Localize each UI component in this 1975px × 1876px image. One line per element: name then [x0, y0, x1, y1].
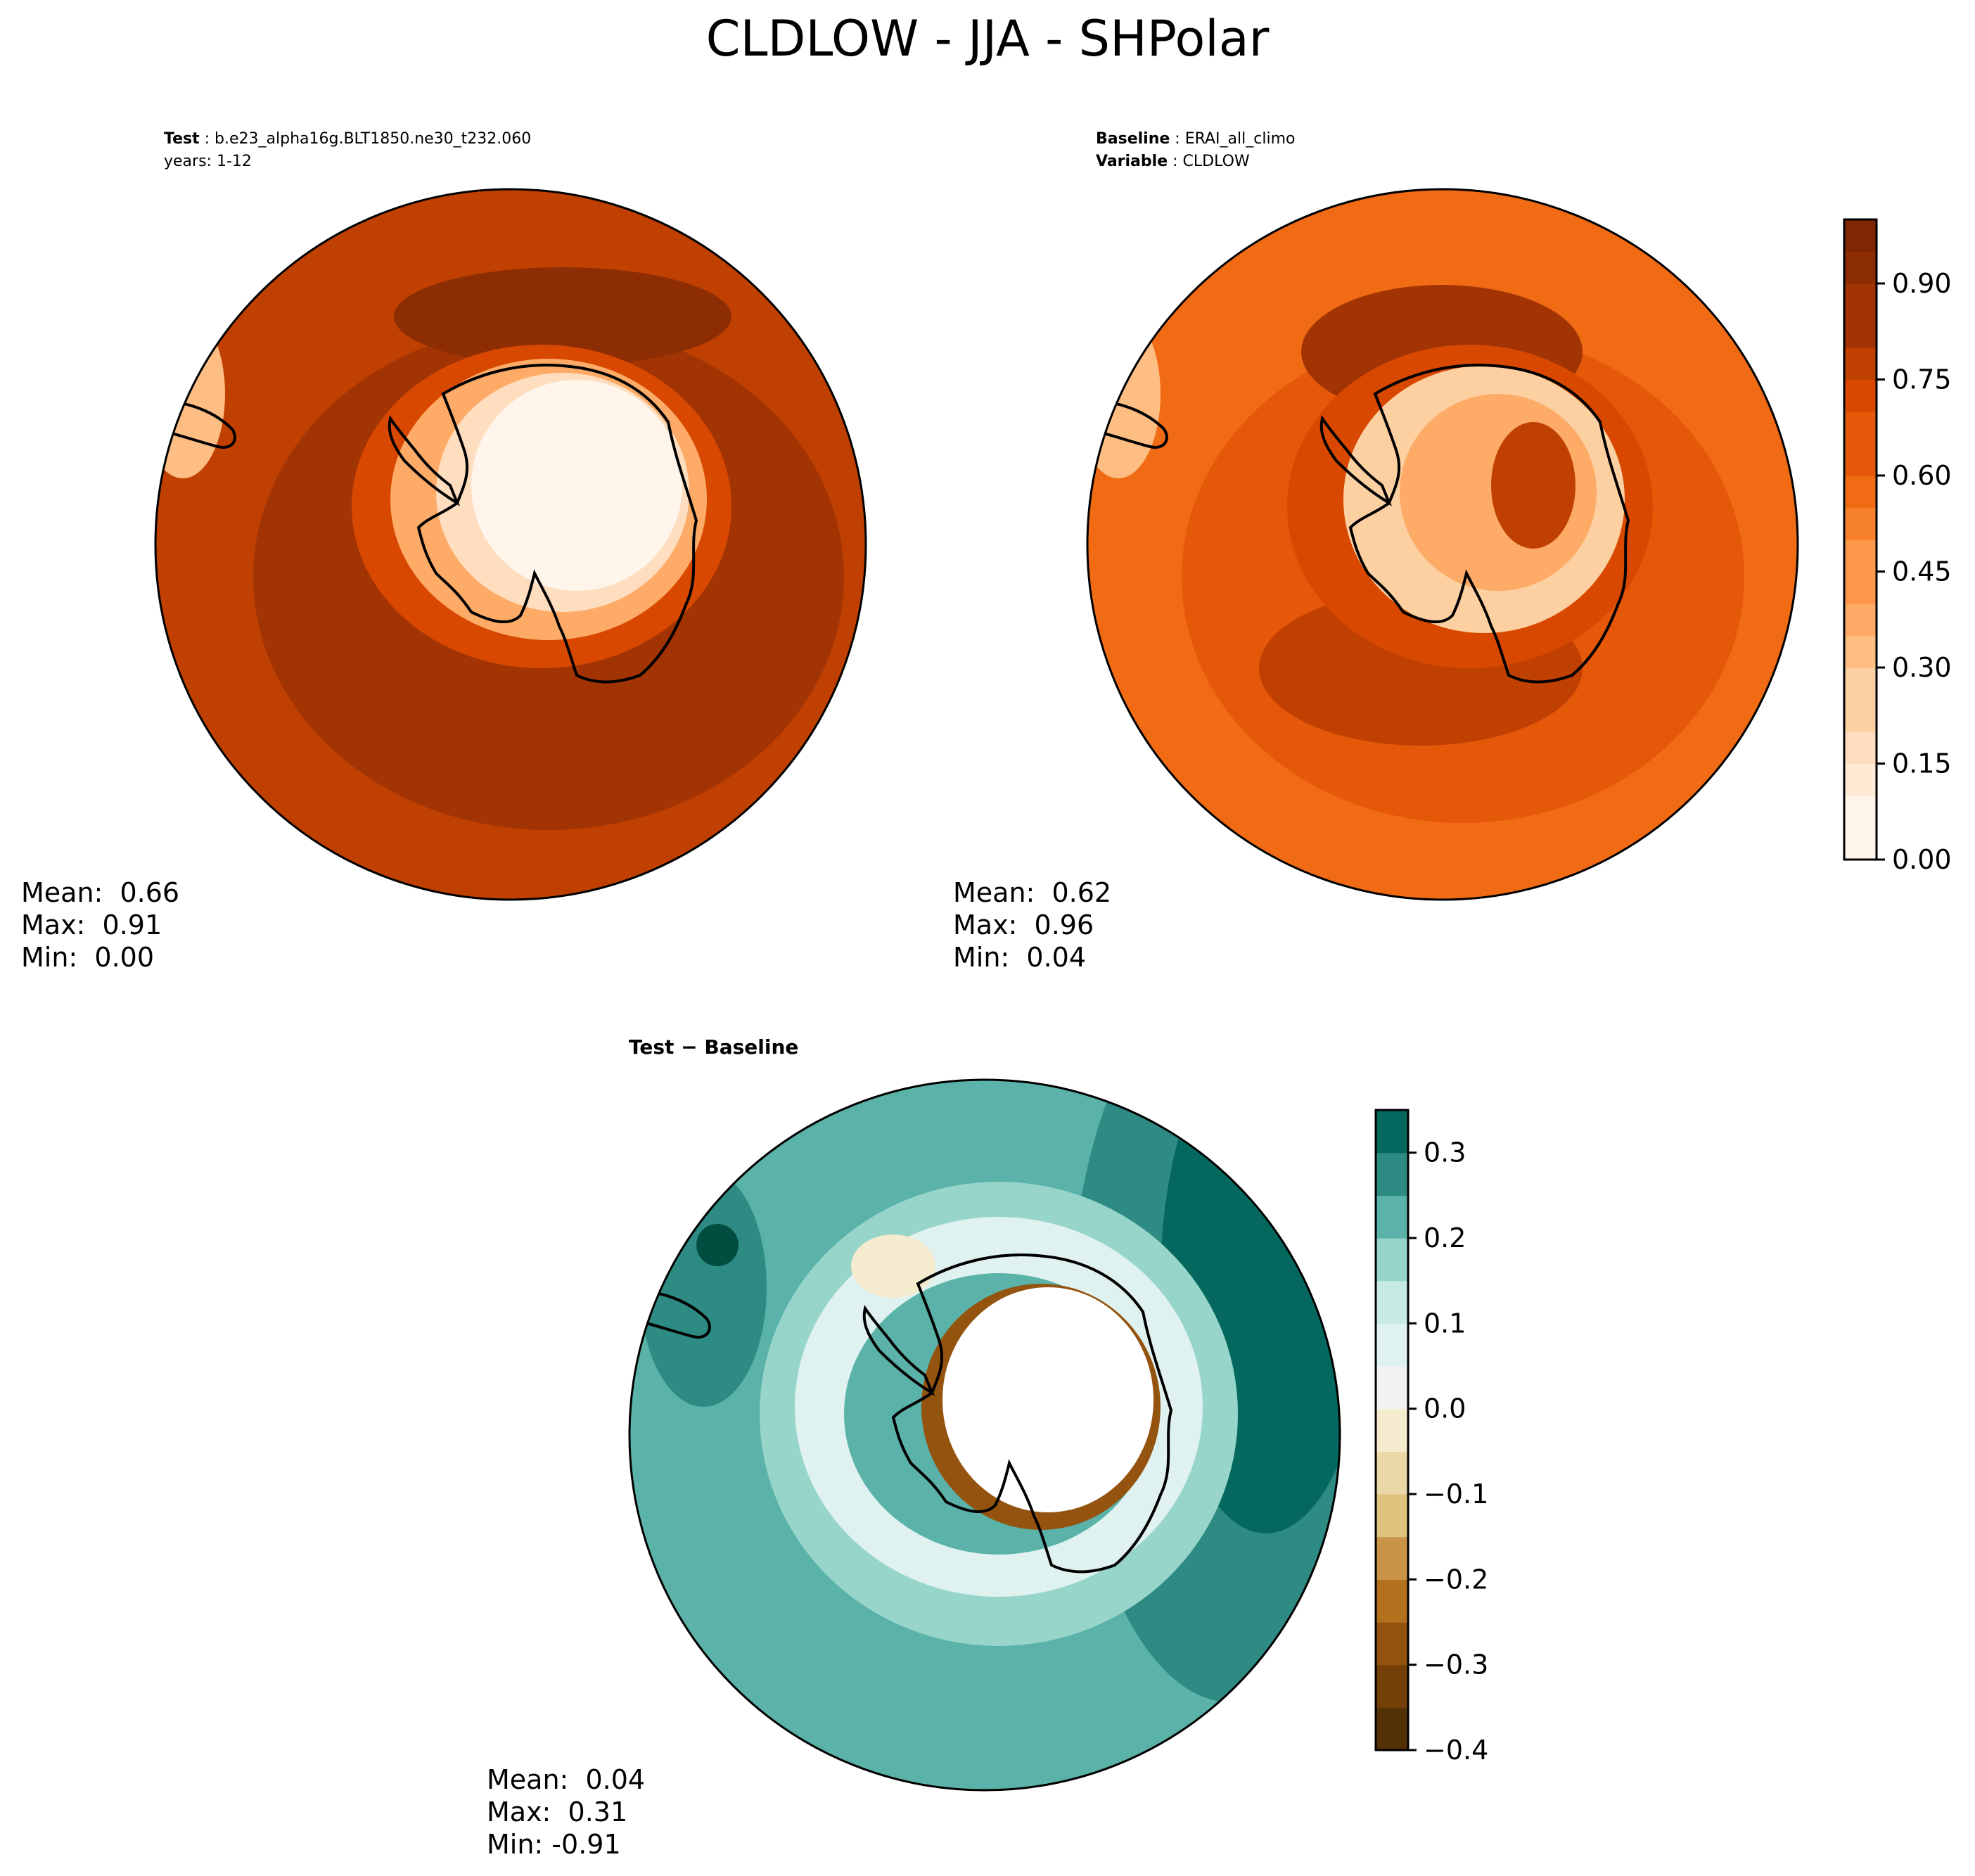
diff-field-west [640, 1168, 767, 1407]
baseline-stats: Mean: 0.62 Max: 0.96 Min: 0.04 [953, 876, 1111, 974]
diff-map-border [628, 1078, 1341, 1792]
variable-label: Variable [1096, 153, 1168, 170]
diff-colorbar-tick-label: 0.2 [1424, 1223, 1466, 1253]
test-case: b.e23_alpha16g.BLT1850.ne30_t232.060 [215, 130, 532, 148]
test-map-border [154, 188, 867, 901]
cloud-colorbar-swatch [1844, 476, 1877, 509]
diff-colorbar-swatch [1376, 1622, 1408, 1666]
baseline-mean: Mean: 0.62 [953, 877, 1112, 908]
test-max: Max: 0.91 [21, 910, 162, 940]
diff-map [628, 1078, 1341, 1792]
diff-title: Test − Baseline [629, 1035, 799, 1059]
colorbar-difference: 0.3 0.2 0.1 0.0 −0.1 −0.2 −0.3 −0.4 [1374, 1109, 1488, 1766]
diff-min: Min: -0.91 [487, 1829, 621, 1860]
diff-colorbar-swatch [1376, 1408, 1408, 1452]
cloud-colorbar-tick-label: 0.75 [1892, 364, 1952, 395]
diff-colorbar-swatch [1376, 1238, 1408, 1282]
cloud-colorbar-swatch [1844, 699, 1877, 732]
cloud-colorbar-swatch [1844, 796, 1877, 829]
baseline-map [1086, 188, 1799, 901]
cloud-colorbar-swatch [1844, 347, 1877, 381]
test-field-west [155, 310, 225, 478]
diff-colorbar-swatch [1376, 1451, 1408, 1495]
diff-colorbar-tick-label: −0.1 [1424, 1479, 1488, 1510]
diff-colorbar-swatch [1376, 1366, 1408, 1410]
baseline-meta: Baseline : ERAI_all_climo Variable : CLD… [1096, 130, 1296, 170]
cloud-colorbar-tick-label: 0.45 [1892, 556, 1952, 587]
cloud-colorbar-tick-label: 0.60 [1892, 460, 1952, 491]
diff-colorbar-swatch [1376, 1579, 1408, 1623]
baseline-field-core [1491, 422, 1575, 549]
diff-colorbar-swatch [1376, 1707, 1408, 1751]
test-map [154, 188, 867, 901]
diff-colorbar-swatch [1376, 1152, 1408, 1196]
cloud-colorbar-swatch [1844, 732, 1877, 765]
diff-colorbar-tick-label: 0.0 [1424, 1393, 1466, 1424]
cloud-colorbar-frame [1843, 218, 1878, 861]
cloud-colorbar-swatch [1844, 283, 1877, 317]
baseline-min: Min: 0.04 [953, 942, 1086, 973]
figure-title: CLDLOW - JJA - SHPolar [705, 10, 1270, 68]
cloud-colorbar-tick-label: 0.30 [1892, 652, 1952, 683]
baseline-case: ERAI_all_climo [1184, 130, 1296, 148]
diff-colorbar-tick-label: 0.3 [1424, 1137, 1466, 1168]
colorbar-cloud-fraction: 0.00 0.15 0.30 0.45 0.60 0.75 0.90 [1843, 218, 1952, 875]
test-min: Min: 0.00 [21, 942, 154, 973]
diff-colorbar-tick-label: −0.4 [1424, 1735, 1488, 1766]
diff-colorbar-swatch [1376, 1664, 1408, 1708]
diff-field-neg [851, 1234, 935, 1298]
cloud-colorbar-tick-label: 0.15 [1892, 748, 1952, 779]
cloud-colorbar-swatch [1844, 763, 1877, 796]
test-field-max [394, 267, 731, 366]
diff-colorbar-frame [1374, 1109, 1410, 1751]
test-meta: Test : b.e23_alpha16g.BLT1850.ne30_t232.… [164, 130, 532, 170]
diff-colorbar-tick-label: −0.2 [1424, 1564, 1488, 1595]
cloud-colorbar-swatch [1844, 571, 1877, 604]
baseline-label: Baseline [1096, 130, 1170, 148]
cloud-colorbar-swatch [1844, 443, 1877, 476]
diff-max: Max: 0.31 [487, 1797, 628, 1827]
cloud-colorbar-swatch [1844, 251, 1877, 284]
baseline-field-west [1087, 310, 1161, 478]
cloud-colorbar-tick-label: 0.90 [1892, 268, 1952, 299]
diff-mean: Mean: 0.04 [487, 1764, 646, 1795]
diff-field-west-peak [696, 1224, 739, 1266]
diff-colorbar-tick-label: −0.3 [1424, 1650, 1488, 1680]
cloud-colorbar-swatch [1844, 540, 1877, 573]
baseline-map-border [1086, 188, 1799, 901]
cloud-colorbar-swatch [1844, 635, 1877, 668]
test-mean: Mean: 0.66 [21, 877, 180, 908]
cloud-colorbar-swatch [1844, 411, 1877, 445]
cloud-colorbar-swatch [1844, 604, 1877, 637]
diff-stats: Mean: 0.04 Max: 0.31 Min: -0.91 [487, 1763, 645, 1861]
diff-colorbar-tick-label: 0.1 [1424, 1308, 1466, 1339]
cloud-colorbar-tick-label: 0.00 [1892, 844, 1952, 875]
test-field-min [471, 380, 682, 591]
variable-name: CLDLOW [1182, 153, 1250, 170]
cloud-colorbar-swatch [1844, 827, 1877, 860]
cloud-colorbar-swatch [1844, 668, 1877, 701]
diff-colorbar-swatch [1376, 1280, 1408, 1324]
diff-colorbar-swatch [1376, 1195, 1408, 1239]
diff-colorbar-swatch [1376, 1494, 1408, 1538]
diff-field-min [942, 1287, 1153, 1512]
diff-colorbar-swatch [1376, 1110, 1408, 1154]
test-stats: Mean: 0.66 Max: 0.91 Min: 0.00 [21, 876, 179, 974]
cloud-colorbar-swatch [1844, 507, 1877, 540]
test-label: Test [164, 130, 200, 148]
cloud-colorbar-swatch [1844, 379, 1877, 412]
diff-colorbar-swatch [1376, 1323, 1408, 1367]
baseline-max: Max: 0.96 [953, 910, 1094, 940]
cloud-colorbar-swatch [1844, 219, 1877, 253]
diff-colorbar-swatch [1376, 1536, 1408, 1580]
cloud-colorbar-swatch [1844, 315, 1877, 348]
test-years: years: 1-12 [164, 153, 252, 170]
